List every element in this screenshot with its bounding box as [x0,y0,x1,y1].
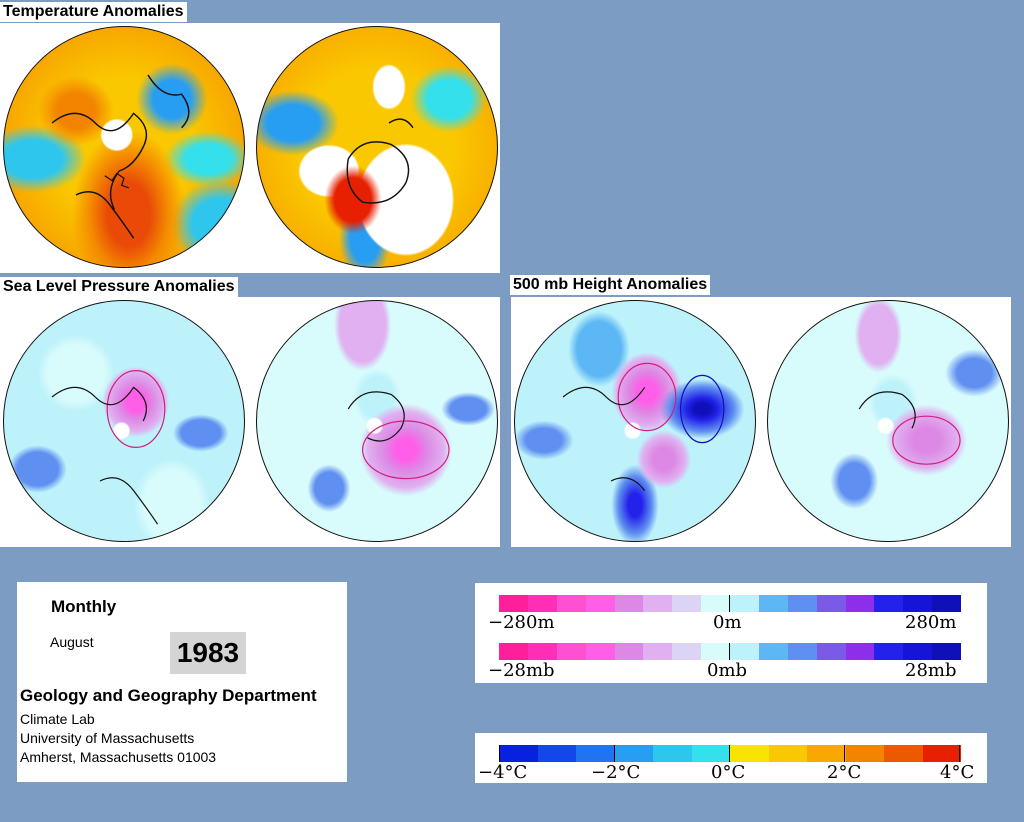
pressure-zero-tick [729,643,730,660]
height-swatch-6 [672,595,702,612]
pressure-swatch-6 [672,643,702,660]
height-swatch-5 [643,595,673,612]
temperature-legend: −4°C −2°C 0°C 2°C 4°C [475,733,987,783]
pressure-swatch-7 [701,643,730,660]
height-min-label: −280m [488,612,555,633]
temperature-panel [0,23,500,273]
temperature-swatch-0 [499,745,538,762]
pressure-swatch-0 [499,643,528,660]
pressure-swatch-9 [758,643,788,660]
temperature-north-hemisphere-map [3,26,245,268]
university-label: University of Massachusetts [20,730,195,746]
pressure-swatch-10 [787,643,817,660]
temp-tick-2 [614,745,615,762]
pressure-swatch-1 [527,643,557,660]
height-mid-label: 0m [713,612,742,633]
temperature-swatch-9 [845,745,884,762]
temperature-title: Temperature Anomalies [0,2,187,22]
height-swatch-0 [499,595,528,612]
height-title: 500 mb Height Anomalies [510,275,711,295]
temperature-swatch-10 [884,745,923,762]
temperature-south-hemisphere-map [256,26,498,268]
temperature-swatch-3 [614,745,653,762]
contour-lines [858,391,961,465]
contour-lines [51,370,166,525]
pressure-mid-label: 0mb [707,660,748,681]
period-label: Monthly [51,597,117,616]
coastline-lines [51,74,190,239]
department-label: Geology and Geography Department [20,686,317,705]
slp-south-hemisphere-map [256,300,498,542]
height-swatch-12 [845,595,875,612]
pressure-colorbar [499,643,961,660]
height-swatch-7 [701,595,730,612]
height-swatch-11 [816,595,846,612]
height-swatch-14 [903,595,933,612]
height-zero-tick [729,595,730,612]
temperature-colorbar [499,745,961,762]
pressure-swatch-2 [556,643,586,660]
height-swatch-3 [585,595,615,612]
pressure-swatch-3 [585,643,615,660]
temp-label-minus2: −2°C [591,762,641,783]
temperature-swatch-7 [768,745,807,762]
slp-panel [0,297,500,547]
temperature-swatch-2 [576,745,615,762]
pressure-swatch-15 [932,643,961,660]
height-swatch-15 [932,595,961,612]
temperature-swatch-5 [691,745,730,762]
temperature-swatch-6 [730,745,769,762]
pressure-swatch-5 [643,643,673,660]
height-max-label: 280m [905,612,957,633]
height-swatch-8 [730,595,759,612]
pressure-max-label: 28mb [905,660,957,681]
lab-label: Climate Lab [20,711,95,727]
temperature-swatch-1 [537,745,576,762]
temp-tick-3 [729,745,730,762]
temp-label-2: 2°C [827,762,862,783]
height-swatch-9 [758,595,788,612]
height-swatch-4 [614,595,644,612]
height-colorbar [499,595,961,612]
temp-label-minus4: −4°C [478,762,528,783]
info-box: Monthly August 1983 Geology and Geograph… [17,582,347,782]
pressure-swatch-11 [816,643,846,660]
height-panel [511,297,1011,547]
temp-label-zero: 0°C [711,762,746,783]
anomaly-legend: −280m 0m 280m −28mb 0mb 28mb [475,583,987,683]
temp-tick-4 [844,745,845,762]
height-swatch-2 [556,595,586,612]
height-south-hemisphere-map [767,300,1009,542]
pressure-swatch-13 [874,643,904,660]
slp-title: Sea Level Pressure Anomalies [0,277,238,297]
pressure-swatch-12 [845,643,875,660]
temperature-swatch-8 [807,745,846,762]
pressure-swatch-14 [903,643,933,660]
temperature-swatch-4 [653,745,692,762]
height-north-hemisphere-map [514,300,756,542]
pressure-swatch-4 [614,643,644,660]
temp-label-4: 4°C [940,762,975,783]
pressure-swatch-8 [730,643,759,660]
address-label: Amherst, Massachusetts 01003 [20,749,217,765]
contour-lines [347,391,450,480]
month-label: August [50,634,94,650]
height-swatch-13 [874,595,904,612]
slp-north-hemisphere-map [3,300,245,542]
temp-tick-5 [959,745,960,762]
temp-tick-1 [499,745,500,762]
coastline-lines [346,118,414,204]
year-label: 1983 [170,632,246,674]
temperature-swatch-11 [922,745,961,762]
height-swatch-10 [787,595,817,612]
height-swatch-1 [527,595,557,612]
pressure-min-label: −28mb [488,660,555,681]
contour-lines [562,362,725,491]
